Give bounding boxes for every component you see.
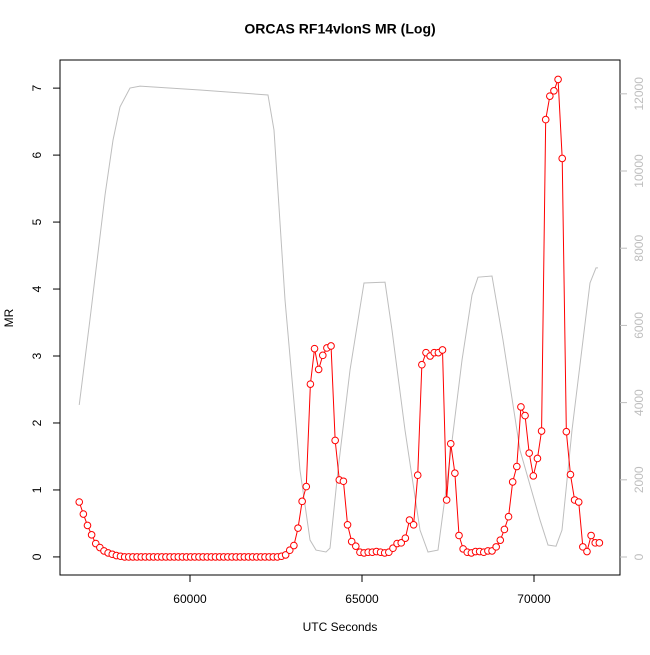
y-tick-label: 5 — [30, 218, 44, 225]
data-point — [306, 380, 315, 388]
y-axis-label: MR — [2, 308, 16, 327]
data-point — [339, 477, 348, 486]
data-point — [566, 470, 575, 479]
y-tick-label: 2 — [30, 419, 44, 426]
data-point — [583, 547, 591, 556]
y-tick-label: 7 — [30, 84, 44, 91]
data-point — [75, 498, 84, 506]
data-point — [508, 478, 517, 486]
data-point — [533, 454, 542, 463]
y-tick-label: 1 — [30, 486, 44, 493]
data-point — [397, 539, 406, 547]
data-point — [554, 75, 562, 84]
data-point — [517, 403, 525, 411]
plot-box — [59, 59, 621, 576]
data-point — [343, 520, 352, 529]
data-point — [79, 510, 88, 518]
data-point — [442, 496, 451, 504]
data-point — [525, 449, 533, 457]
data-point — [302, 482, 311, 491]
data-point — [318, 351, 327, 360]
data-point — [574, 498, 583, 506]
data-point — [281, 551, 290, 559]
data-point — [579, 543, 587, 551]
data-point — [87, 531, 96, 539]
x-axis-label: UTC Seconds — [303, 620, 378, 634]
data-point — [418, 360, 426, 369]
data-point — [438, 346, 447, 354]
data-point — [500, 525, 509, 534]
data-point — [347, 537, 356, 546]
data-point — [290, 541, 298, 550]
data-point — [413, 471, 422, 480]
y-tick-label: 3 — [30, 352, 44, 359]
y2-tick-label: 12000 — [632, 77, 646, 111]
data-point — [537, 427, 546, 435]
y2-tick-label: 8000 — [632, 235, 646, 262]
x-tick-label: 70000 — [517, 592, 551, 606]
data-point — [455, 531, 463, 540]
data-point — [409, 520, 418, 529]
data-point — [521, 411, 529, 420]
y-tick-label: 6 — [30, 151, 44, 158]
data-point — [504, 512, 513, 521]
y2-tick-label: 4000 — [632, 389, 646, 416]
data-point — [310, 344, 319, 353]
series-line — [78, 85, 598, 553]
data-point — [352, 542, 360, 551]
data-point — [529, 472, 538, 480]
data-point — [298, 497, 306, 506]
data-point — [562, 427, 571, 436]
y2-tick-label: 0 — [632, 553, 646, 560]
data-point — [595, 539, 604, 547]
data-point — [541, 115, 550, 124]
chart-title: ORCAS RF14vlonS MR (Log) — [244, 21, 435, 37]
data-point — [331, 436, 339, 445]
data-point — [314, 365, 323, 374]
data-point — [285, 546, 294, 555]
data-point — [451, 469, 459, 478]
y2-tick-label: 6000 — [632, 312, 646, 339]
data-point — [587, 531, 595, 540]
data-point — [446, 439, 455, 448]
y-tick-label: 0 — [30, 553, 44, 560]
data-point — [294, 524, 302, 532]
data-point — [405, 516, 414, 524]
data-point — [512, 462, 521, 471]
data-point — [496, 536, 505, 544]
x-tick-label: 65000 — [345, 592, 379, 606]
series-line — [78, 79, 600, 558]
y2-tick-label: 2000 — [632, 466, 646, 493]
data-point — [558, 154, 567, 163]
data-point — [327, 342, 335, 350]
data-point — [83, 521, 92, 530]
data-point — [546, 92, 554, 100]
y2-tick-label: 10000 — [632, 154, 646, 188]
data-point — [401, 534, 410, 542]
x-tick-label: 60000 — [173, 592, 207, 606]
data-point — [389, 544, 397, 553]
data-point — [492, 543, 500, 551]
y-tick-label: 4 — [30, 285, 44, 292]
data-point — [550, 87, 558, 95]
